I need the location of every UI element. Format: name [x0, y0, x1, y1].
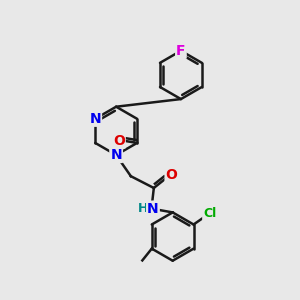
Text: O: O — [166, 168, 177, 182]
Text: N: N — [110, 148, 122, 162]
Text: Cl: Cl — [203, 207, 216, 220]
Text: N: N — [89, 112, 101, 126]
Text: O: O — [113, 134, 125, 148]
Text: H: H — [138, 202, 148, 214]
Text: N: N — [147, 202, 159, 216]
Text: F: F — [176, 44, 186, 58]
